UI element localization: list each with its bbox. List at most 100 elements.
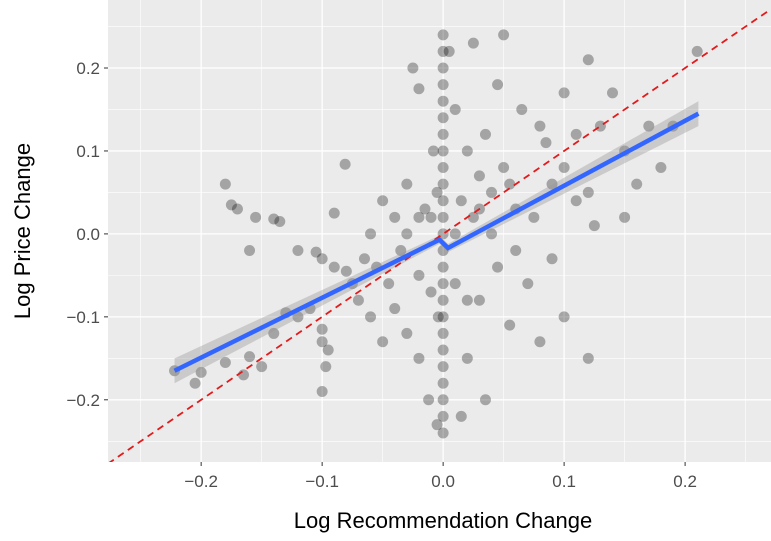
- point: [219, 356, 231, 368]
- point: [461, 352, 473, 364]
- x-tick-label: −0.2: [184, 472, 218, 491]
- point: [461, 145, 473, 157]
- point: [455, 195, 467, 207]
- point: [492, 79, 504, 91]
- point: [546, 253, 558, 265]
- point: [425, 211, 437, 223]
- point: [534, 120, 546, 132]
- x-tick-label: 0.1: [552, 472, 576, 491]
- point: [432, 311, 444, 323]
- point: [504, 178, 516, 190]
- point: [631, 178, 643, 190]
- point: [437, 145, 449, 157]
- point: [607, 87, 619, 99]
- point: [383, 278, 395, 290]
- point: [401, 327, 413, 339]
- point: [449, 228, 461, 240]
- point: [316, 385, 328, 397]
- point: [473, 170, 485, 182]
- point: [292, 311, 304, 323]
- point: [395, 244, 407, 256]
- point: [510, 244, 522, 256]
- point: [437, 79, 449, 91]
- y-tick-label: 0.0: [76, 225, 100, 244]
- point: [401, 178, 413, 190]
- point: [413, 211, 425, 223]
- point: [238, 369, 250, 381]
- point: [365, 228, 377, 240]
- point: [479, 394, 491, 406]
- point: [540, 137, 552, 149]
- point: [437, 377, 449, 389]
- point: [437, 195, 449, 207]
- point: [473, 294, 485, 306]
- point: [413, 269, 425, 281]
- y-axis-title: Log Price Change: [10, 143, 35, 319]
- point: [292, 244, 304, 256]
- point: [377, 195, 389, 207]
- point: [274, 215, 286, 227]
- point: [437, 361, 449, 373]
- point: [316, 336, 328, 348]
- panel: [108, 0, 771, 462]
- point: [244, 351, 256, 363]
- point: [479, 128, 491, 140]
- point: [449, 278, 461, 290]
- point: [437, 410, 449, 422]
- point: [437, 294, 449, 306]
- point: [643, 120, 655, 132]
- point: [437, 162, 449, 174]
- point: [431, 419, 443, 431]
- point: [522, 278, 534, 290]
- x-tick-label: −0.1: [305, 472, 339, 491]
- point: [534, 336, 546, 348]
- point: [492, 261, 504, 273]
- point: [437, 112, 449, 124]
- point: [437, 327, 449, 339]
- point: [231, 203, 243, 215]
- point: [320, 361, 332, 373]
- point: [437, 311, 449, 323]
- point: [570, 128, 582, 140]
- point: [219, 178, 231, 190]
- point: [437, 344, 449, 356]
- point: [437, 95, 449, 107]
- point: [425, 286, 437, 298]
- point: [582, 186, 594, 198]
- y-tick-label: −0.2: [66, 391, 100, 410]
- point: [256, 361, 268, 373]
- x-axis-title: Log Recommendation Change: [294, 508, 592, 533]
- point: [339, 158, 351, 170]
- point: [582, 352, 594, 364]
- point: [437, 211, 449, 223]
- point: [352, 294, 364, 306]
- point: [588, 220, 600, 232]
- point: [268, 327, 280, 339]
- point: [437, 62, 449, 74]
- point: [486, 186, 498, 198]
- point: [437, 261, 449, 273]
- point: [322, 344, 334, 356]
- point: [423, 394, 435, 406]
- point: [195, 366, 207, 378]
- point: [498, 29, 510, 41]
- point: [455, 410, 467, 422]
- point: [437, 45, 449, 57]
- point: [340, 265, 352, 277]
- point: [486, 228, 498, 240]
- point: [449, 103, 461, 115]
- point: [431, 186, 443, 198]
- point: [504, 319, 516, 331]
- y-tick-label: −0.1: [66, 308, 100, 327]
- point: [582, 54, 594, 66]
- y-tick-label: 0.1: [76, 142, 100, 161]
- point: [467, 37, 479, 49]
- point: [316, 253, 328, 265]
- point: [570, 195, 582, 207]
- point: [358, 253, 370, 265]
- point: [437, 394, 449, 406]
- point: [655, 162, 667, 174]
- point: [413, 352, 425, 364]
- point: [546, 178, 558, 190]
- point: [189, 377, 201, 389]
